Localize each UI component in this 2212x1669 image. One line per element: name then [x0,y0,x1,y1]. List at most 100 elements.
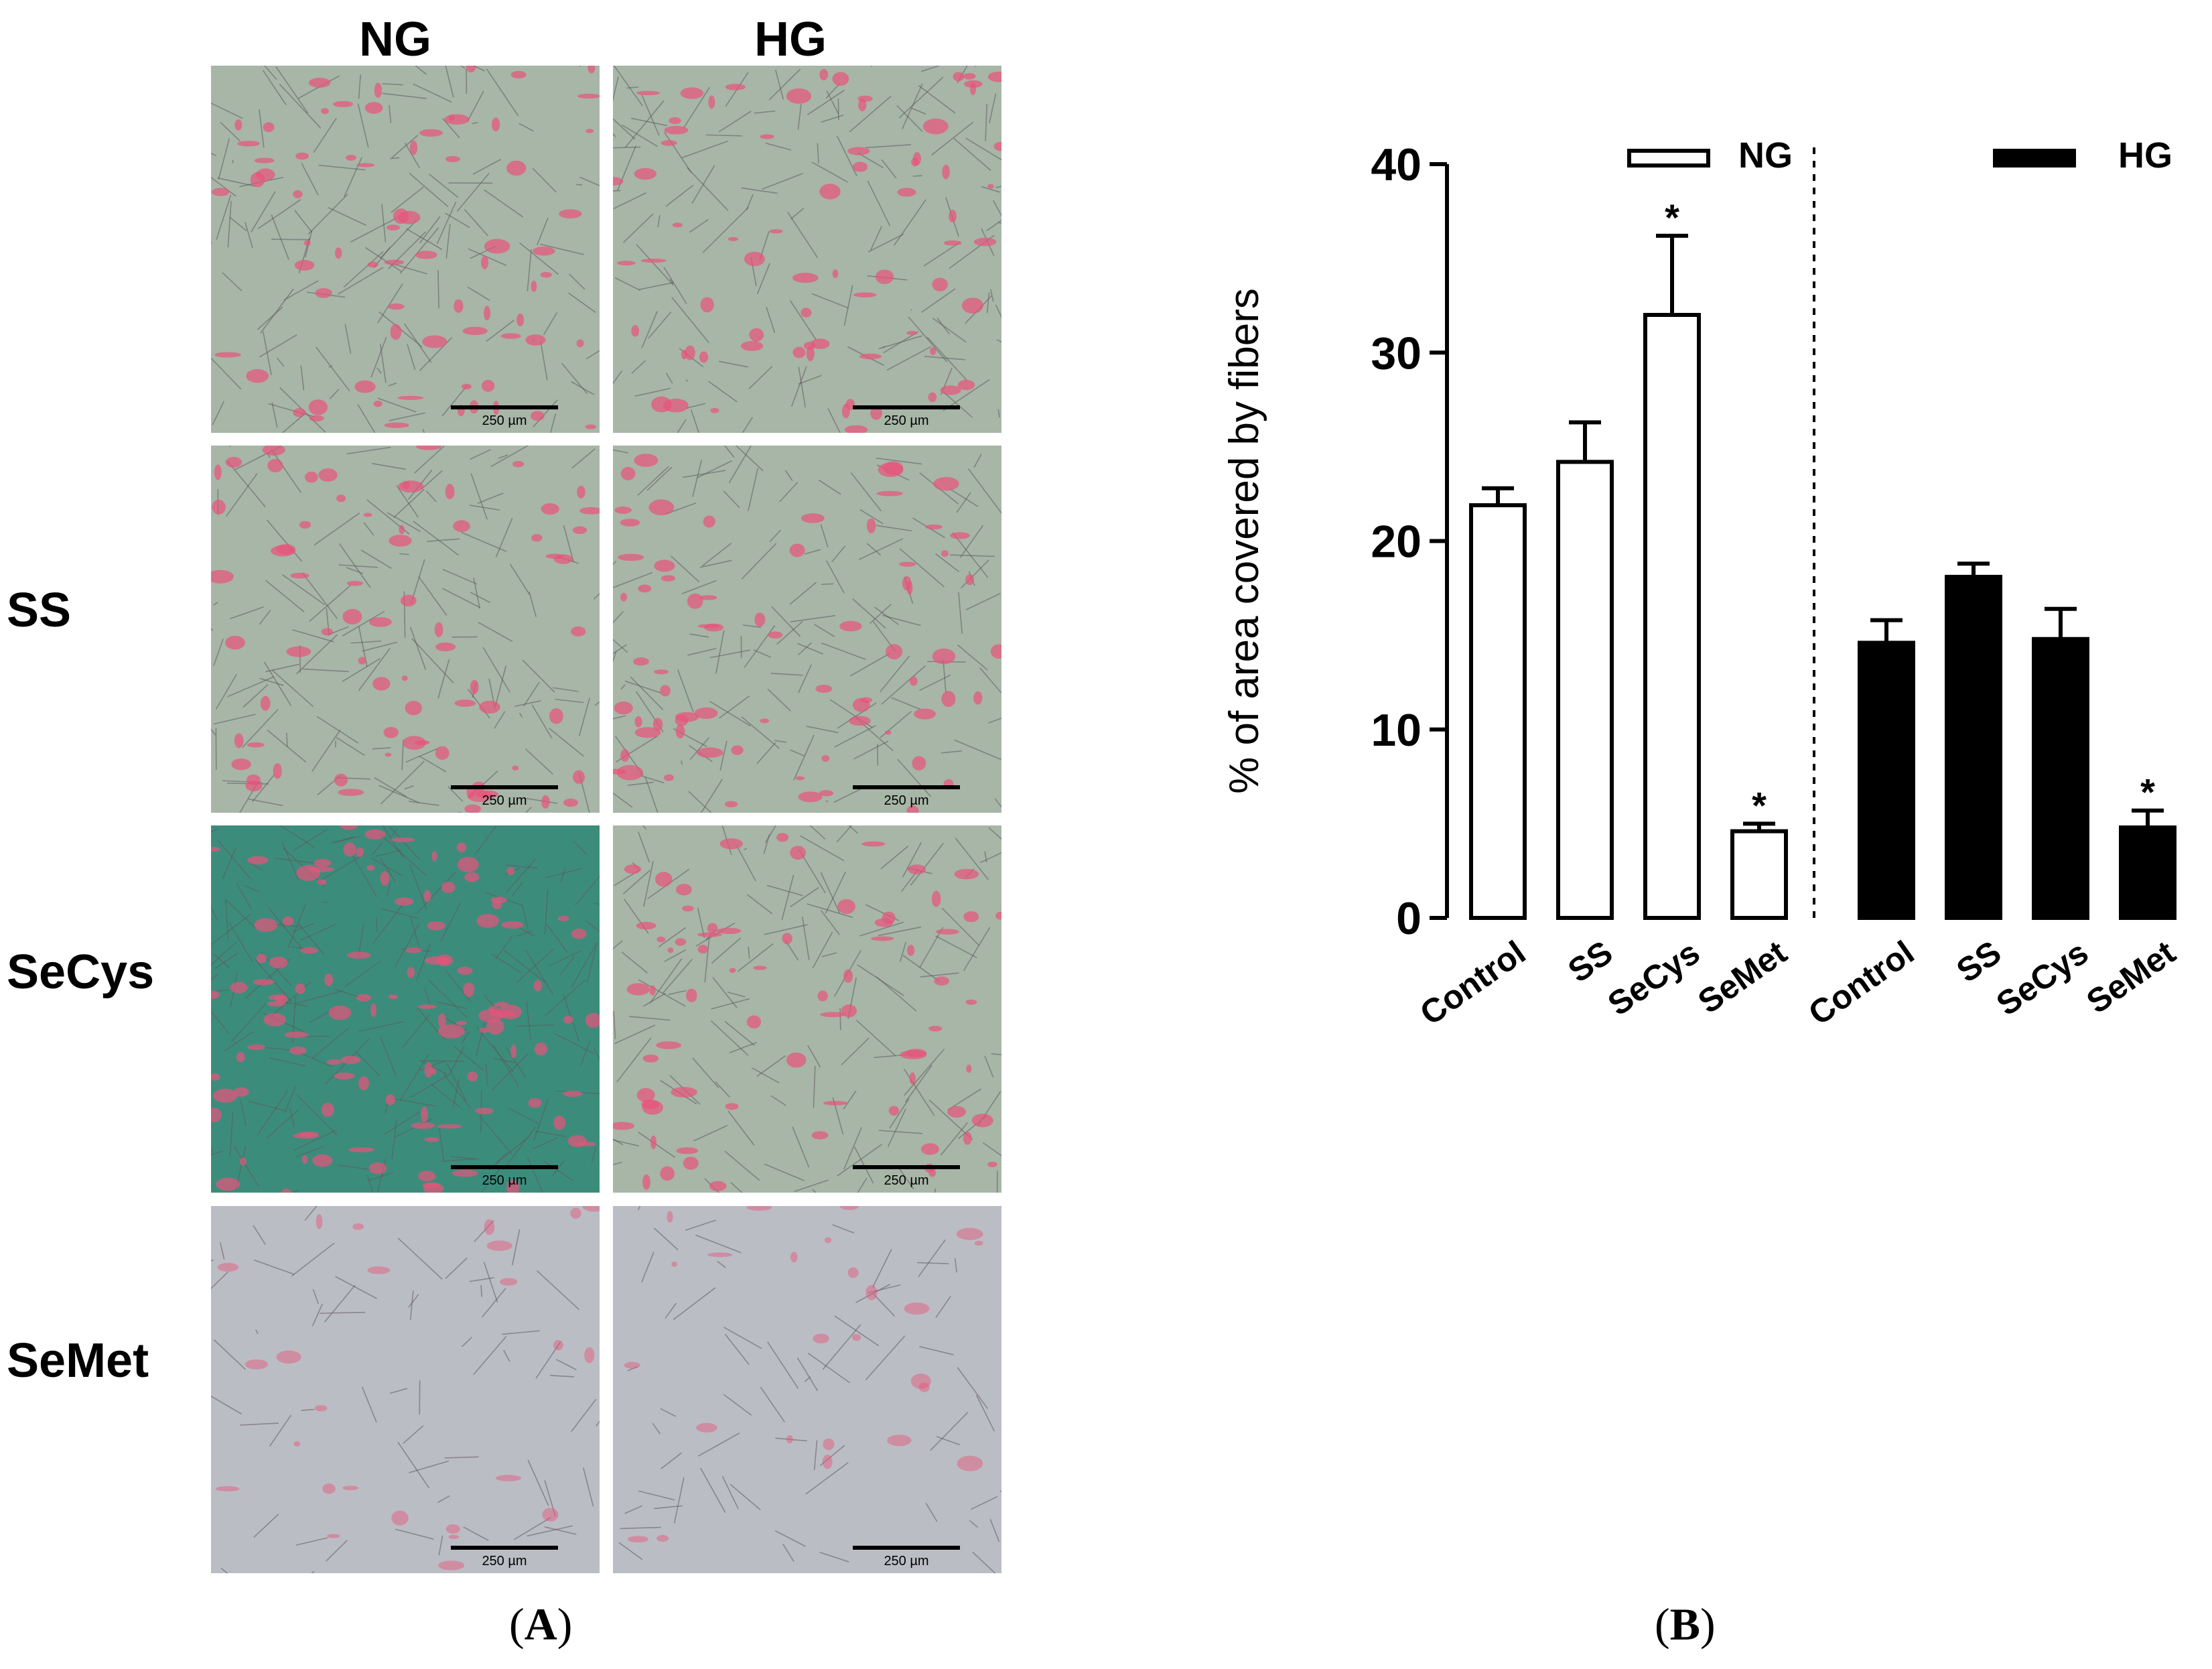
stained-cluster [866,1284,878,1300]
fiber-strand [281,413,305,433]
fiber-strand [490,446,529,468]
fiber-strand [986,292,990,314]
stained-cluster [682,905,694,912]
stained-cluster [225,456,243,468]
fiber-strand [568,273,585,290]
fiber-strand [774,70,784,100]
fiber-strand [291,629,334,643]
stained-cluster [304,471,318,483]
stained-cluster [974,1240,983,1246]
stained-cluster [932,277,948,291]
fiber-strand [350,217,397,243]
fiber-strand [316,346,350,392]
stained-cluster [819,790,834,797]
stained-cluster [253,979,275,986]
fiber-strand [579,1041,591,1066]
stained-cluster [403,736,426,750]
fiber-strand [776,620,803,645]
stained-cluster [782,933,792,945]
fiber-strand [410,917,421,951]
fiber-strand [240,1422,279,1426]
fiber-strand [421,470,443,490]
stained-cluster [847,147,870,155]
stained-cluster [683,1156,699,1170]
fiber-strand [397,1441,430,1489]
fiber-strand [262,70,287,106]
stained-cluster [671,1087,697,1098]
fiber-strand [413,521,459,556]
fiber-strand [834,725,876,748]
fiber-strand [681,140,728,159]
fiber-strand [595,701,600,706]
fiber-strand [935,1296,951,1319]
stained-cluster [676,884,692,896]
fiber-strand [792,1126,810,1168]
fiber-strand [643,860,654,907]
stained-cluster [847,1267,859,1278]
fiber-strand [253,1514,279,1538]
fiber-strand [843,1127,862,1170]
stained-cluster [268,994,284,1000]
stained-cluster [906,805,919,813]
fiber-strand [263,661,292,706]
fiber-strand [917,1262,949,1264]
stained-cluster [749,328,764,342]
fiber-strand [544,1526,577,1535]
fiber-strand [441,118,460,139]
fiber-strand [957,1367,988,1409]
fiber-strand [637,466,669,496]
fiber-strand [973,454,982,468]
fiber-strand [395,923,420,967]
stained-cluster [965,999,977,1005]
fiber-strand [814,623,835,637]
fiber-strand [405,747,439,763]
stained-cluster [216,1177,240,1191]
fiber-strand [514,700,541,707]
stained-cluster [650,1135,656,1150]
stained-cluster [973,237,997,247]
fiber-strand [259,334,297,358]
stained-cluster [914,708,936,720]
stained-cluster [424,956,450,965]
fiber-strand [568,292,596,314]
fiber-strand [711,937,741,964]
fiber-strand [279,825,316,848]
fiber-strand [222,272,243,291]
fiber-strand [766,306,776,333]
x-tick-label: Control [1802,933,1921,1032]
fiber-strand [718,111,752,133]
fiber-strand [804,549,821,555]
bar-HG-SeMet [2119,825,2176,920]
stained-cluster [423,890,431,903]
fiber-strand [532,168,557,193]
stained-cluster [660,685,671,697]
stained-cluster [699,351,709,363]
stained-cluster [510,1045,516,1059]
fiber-strand [409,801,439,806]
fiber-strand [511,882,523,897]
stained-cluster [363,513,372,517]
fiber-strand [337,267,384,295]
fiber-strand [798,642,812,655]
fiber-strand [699,559,732,568]
fiber-strand [865,1335,906,1380]
fiber-strand [543,1160,574,1182]
stained-cluster [422,335,447,348]
stained-cluster [954,868,979,880]
fiber-strand [366,1175,374,1193]
fiber-strand [748,366,773,389]
fiber-strand [654,1227,679,1250]
stained-cluster [464,804,481,813]
stained-cluster [648,499,675,516]
fiber-strand [251,191,276,232]
stained-cluster [852,161,868,172]
fiber-strand [495,935,513,959]
fiber-strand [982,1142,1001,1156]
fiber-strand [211,941,237,966]
fiber-strand [448,1045,466,1076]
fiber-strand [576,184,583,186]
stained-cluster [293,408,306,417]
fiber-strand [217,177,255,187]
fiber-strand [960,559,989,589]
stained-cluster [542,1508,559,1522]
